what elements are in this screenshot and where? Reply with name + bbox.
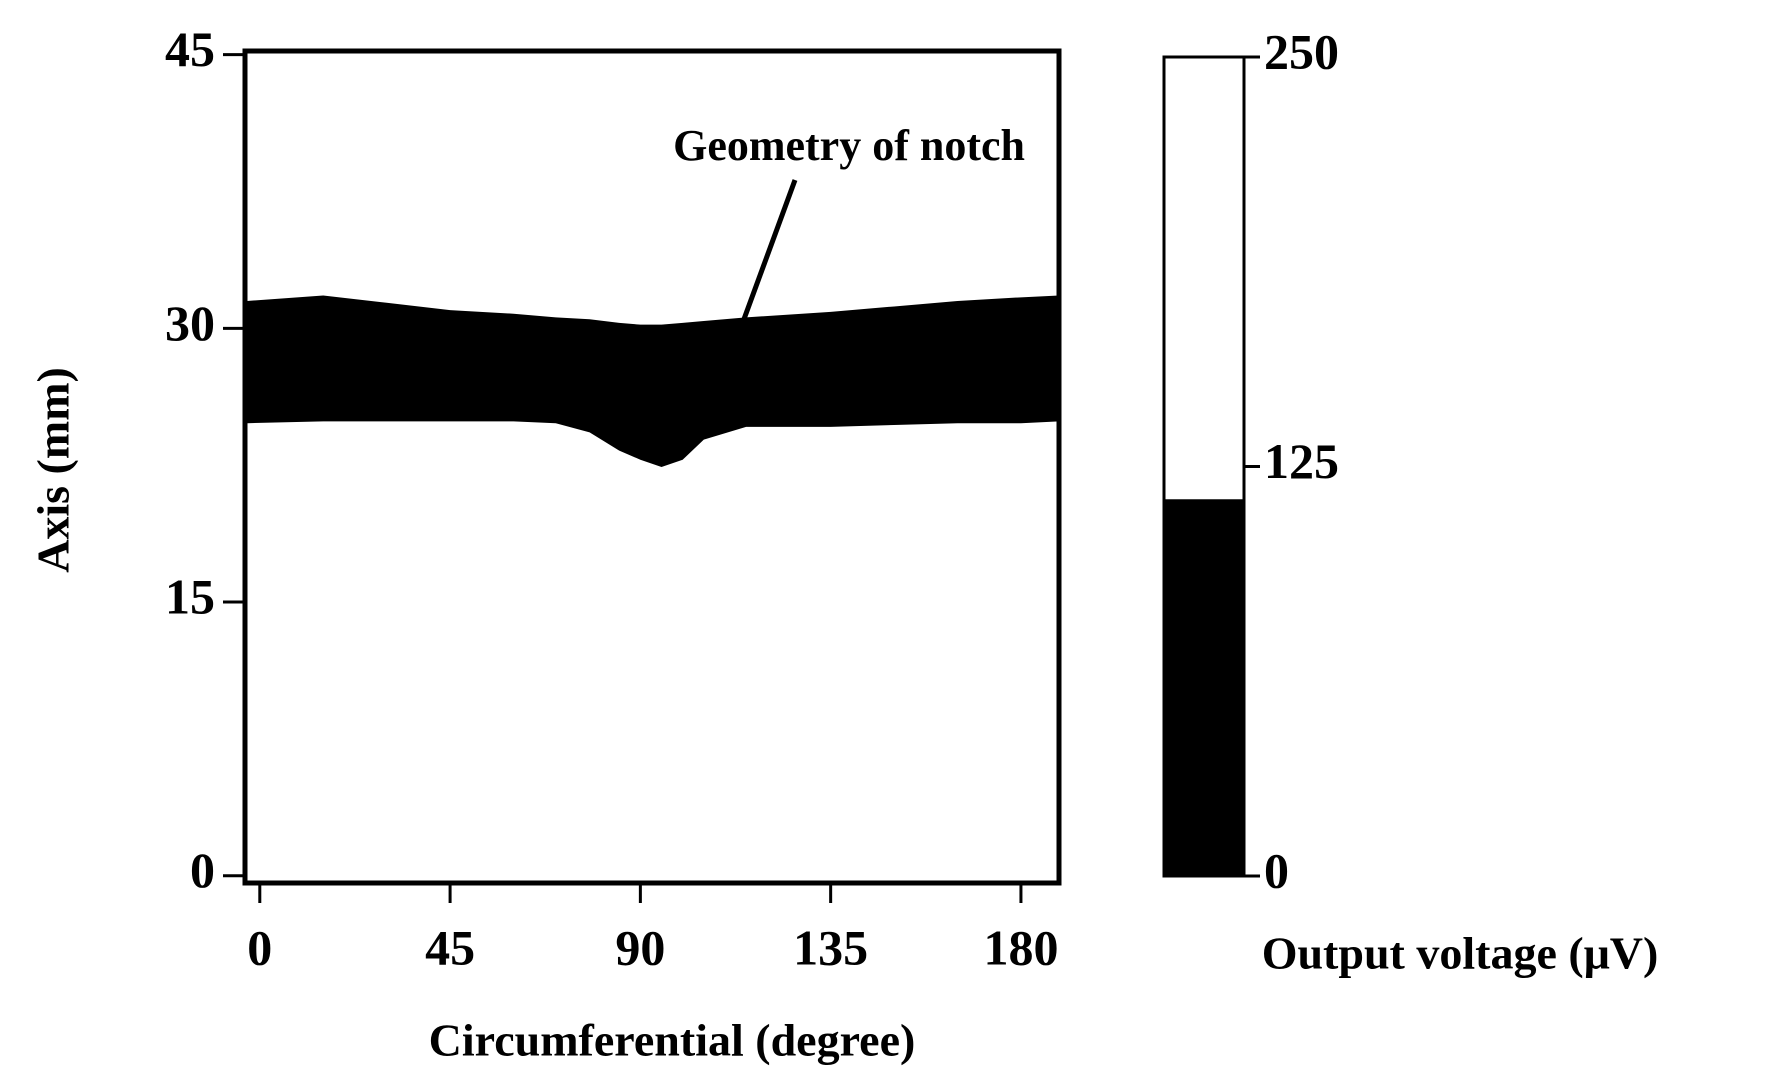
- colorbar-tick-label: 0: [1264, 842, 1289, 898]
- x-tick-label: 45: [425, 919, 475, 975]
- y-tick-label: 15: [165, 568, 215, 624]
- annotation-arrow: [737, 179, 798, 331]
- colorbar-title: Output voltage (μV): [1262, 928, 1659, 979]
- y-axis-title: Axis (mm): [28, 367, 79, 573]
- x-tick-label: 135: [793, 919, 868, 975]
- x-tick-label: 180: [983, 919, 1058, 975]
- annotation: Geometry of notch: [673, 121, 1025, 170]
- band: [247, 295, 1060, 467]
- colorbar-dark: [1164, 499, 1244, 876]
- colorbar-tick-label: 125: [1264, 433, 1339, 489]
- y-tick-label: 45: [165, 21, 215, 77]
- plot-frame: [242, 48, 1062, 886]
- x-axis-title: Circumferential (degree): [429, 1015, 916, 1066]
- x-tick-label: 90: [615, 919, 665, 975]
- y-tick-label: 30: [165, 295, 215, 351]
- colorbar-tick-label: 250: [1264, 23, 1339, 79]
- y-tick-label: 0: [190, 842, 215, 898]
- x-tick-label: 0: [247, 919, 272, 975]
